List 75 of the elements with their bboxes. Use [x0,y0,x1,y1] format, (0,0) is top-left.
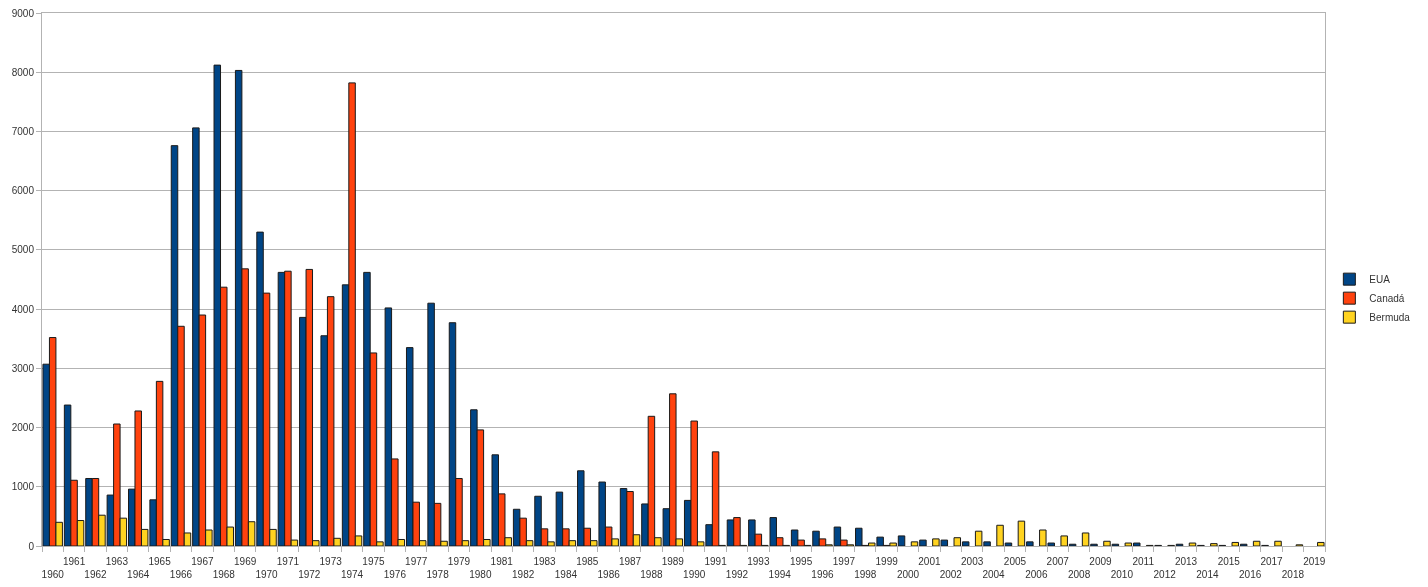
x-tick-label: 1964 [127,569,150,580]
x-tick-label: 1985 [576,556,599,567]
y-tick-label: 0 [28,540,35,552]
x-tick-label: 1971 [276,556,300,567]
legend-label: EUA [1369,274,1391,286]
y-tick-label: 9000 [11,7,35,19]
bar [1274,540,1282,546]
x-tick-label: 1992 [725,569,749,580]
x-tick-label: 1960 [41,569,65,580]
x-tick-label: 1975 [362,556,385,567]
x-tick-label: 2003 [961,556,984,567]
x-tick-label: 1981 [490,556,514,567]
x-tick-label: 1968 [212,569,236,580]
y-tick-label: 2000 [11,422,35,434]
x-tick-label: 2007 [1046,556,1070,567]
x-tick-label: 1983 [533,556,557,567]
x-tick-label: 2006 [1025,569,1048,580]
x-tick-label: 1973 [319,556,343,567]
x-tick-label: 1999 [875,556,899,567]
y-tick-label: 7000 [11,125,35,137]
x-tick-label: 1986 [597,569,621,580]
y-tick-label: 8000 [11,66,35,78]
x-tick-label: 1962 [84,569,108,580]
x-tick-label: 1965 [148,556,172,567]
x-tick-label: 2015 [1217,556,1241,567]
x-tick-label: 1963 [105,556,129,567]
x-tick-label: 1972 [298,569,321,580]
x-tick-label: 1997 [832,556,856,567]
x-tick-label: 2009 [1089,556,1113,567]
x-tick-label: 1969 [234,556,257,567]
x-tick-label: 2001 [918,556,941,567]
x-tick-label: 1979 [447,556,471,567]
y-tick-label: 4000 [11,303,35,315]
x-tick-label: 1982 [512,569,535,580]
bar [1317,541,1325,546]
x-tick-label: 1993 [747,556,770,567]
x-tick-label: 1976 [383,569,407,580]
x-tick-label: 1977 [405,556,428,567]
x-tick-label: 2008 [1067,569,1091,580]
x-tick-label: 1984 [554,569,578,580]
x-tick-label: 1995 [789,556,813,567]
legend-label: Canadá [1369,293,1405,305]
legend-label: Bermuda [1369,312,1411,324]
x-tick-label: 1967 [191,556,214,567]
x-tick-label: 1988 [640,569,663,580]
x-tick-label: 1990 [683,569,706,580]
y-tick-label: 3000 [11,362,35,374]
x-tick-label: 2012 [1153,569,1177,580]
x-tick-label: 2014 [1196,569,1219,580]
x-tick-label: 1998 [854,569,877,580]
x-tick-label: 1978 [426,569,450,580]
x-tick-label: 2017 [1260,556,1284,567]
x-tick-label: 2005 [1003,556,1027,567]
x-tick-label: 2010 [1110,569,1134,580]
x-tick-label: 1987 [618,556,642,567]
x-tick-label: 1991 [704,556,728,567]
x-tick-label: 2013 [1174,556,1198,567]
x-tick-label: 1980 [469,569,492,580]
y-tick-label: 6000 [11,185,35,197]
x-tick-label: 1974 [340,569,364,580]
x-tick-label: 2016 [1239,569,1262,580]
x-tick-label: 2019 [1303,556,1326,567]
x-tick-label: 1961 [62,556,86,567]
x-tick-label: 2004 [982,569,1006,580]
x-tick-label: 2000 [896,569,920,580]
y-tick-label: 5000 [11,244,35,256]
x-tick-label: 1970 [255,569,279,580]
x-tick-label: 2018 [1281,569,1305,580]
x-tick-label: 1989 [661,556,685,567]
x-tick-label: 2002 [939,569,963,580]
x-tick-label: 1966 [169,569,193,580]
x-tick-label: 1994 [768,569,792,580]
x-tick-label: 2011 [1132,556,1155,567]
y-tick-label: 1000 [11,481,35,493]
x-tick-label: 1996 [811,569,835,580]
